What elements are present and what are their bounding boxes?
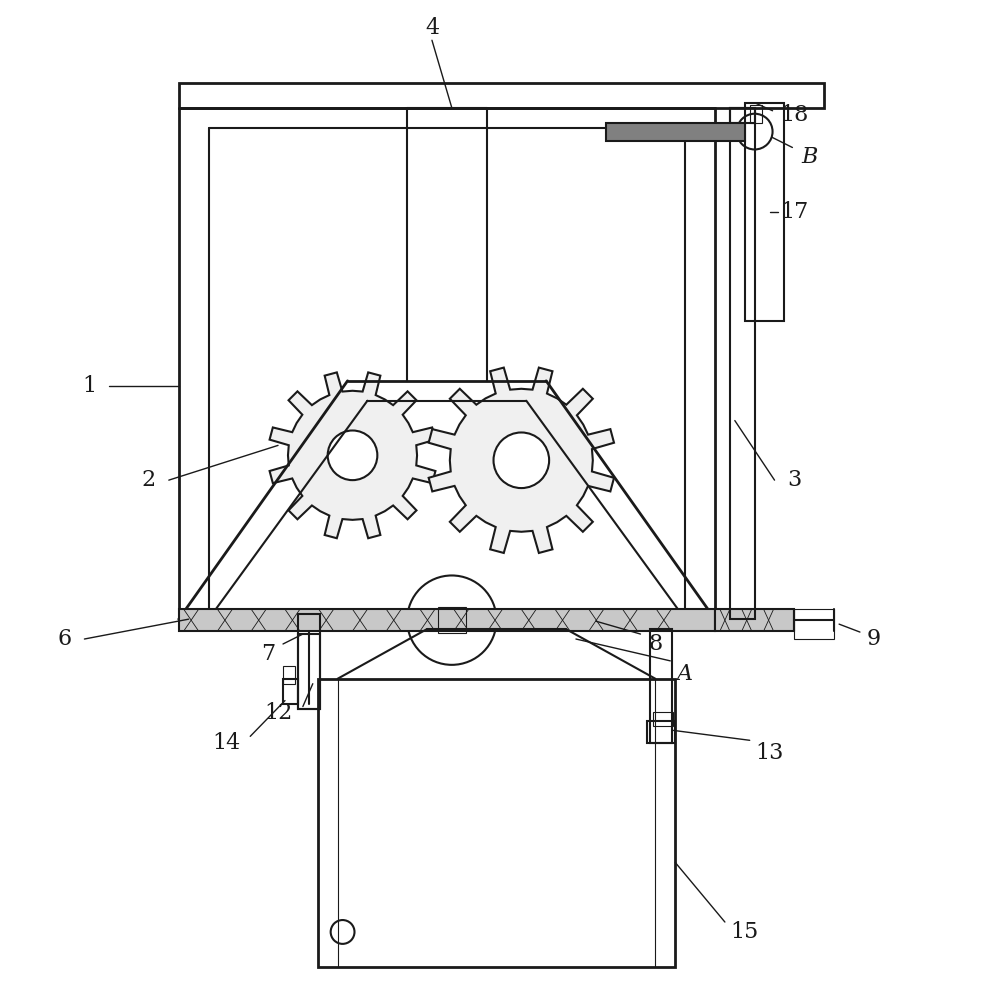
- Text: 9: 9: [867, 628, 881, 650]
- Text: 7: 7: [261, 643, 275, 665]
- Text: 12: 12: [264, 702, 292, 724]
- Bar: [606, 123, 745, 141]
- Bar: [794, 609, 834, 639]
- Bar: [730, 108, 755, 619]
- Bar: [715, 609, 794, 631]
- Text: 4: 4: [425, 17, 439, 39]
- Polygon shape: [269, 372, 436, 538]
- Bar: [750, 105, 762, 123]
- Bar: [647, 721, 675, 743]
- Bar: [650, 629, 672, 743]
- Bar: [179, 83, 824, 108]
- Polygon shape: [429, 368, 614, 553]
- Bar: [298, 614, 320, 709]
- Bar: [283, 666, 295, 684]
- Text: 17: 17: [780, 201, 808, 223]
- Bar: [653, 712, 673, 726]
- Bar: [438, 607, 466, 633]
- Text: 8: 8: [648, 633, 662, 655]
- Text: 15: 15: [731, 921, 759, 943]
- Text: 18: 18: [780, 104, 808, 126]
- Text: 6: 6: [58, 628, 71, 650]
- Bar: [730, 108, 755, 123]
- Bar: [298, 634, 320, 709]
- Bar: [179, 609, 715, 631]
- Text: 2: 2: [142, 469, 156, 491]
- Bar: [745, 103, 784, 321]
- Text: 1: 1: [82, 375, 96, 397]
- Text: A: A: [677, 663, 693, 685]
- Circle shape: [494, 432, 549, 488]
- Bar: [283, 679, 298, 704]
- Text: B: B: [801, 146, 817, 168]
- Text: 14: 14: [213, 732, 240, 754]
- Text: 13: 13: [756, 742, 783, 764]
- Text: 3: 3: [787, 469, 801, 491]
- Circle shape: [328, 430, 377, 480]
- Bar: [318, 679, 675, 967]
